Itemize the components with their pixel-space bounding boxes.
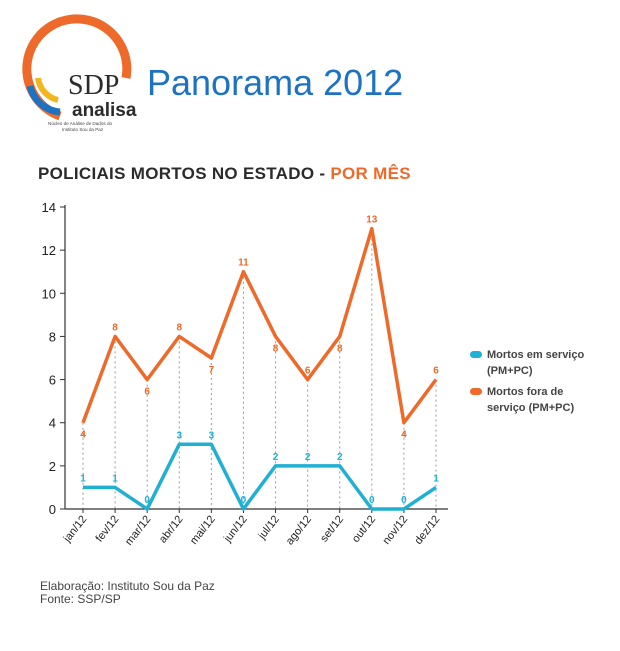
data-label: 13 (366, 215, 378, 226)
x-tick-label: jun/12 (221, 513, 250, 545)
legend-label-off-duty-1: Mortos fora de (487, 386, 564, 398)
sdp-analisa-logo: SDP analisa Núcleo de Análise de Dados d… (22, 14, 137, 132)
footer: Elaboração: Instituto Sou da Paz Fonte: … (40, 580, 215, 606)
data-label: 0 (369, 495, 375, 506)
legend-swatch-on-duty (470, 351, 482, 358)
x-tick-label: jul/12 (256, 513, 282, 542)
logo-sub-text: analisa (72, 100, 137, 121)
series-line (81, 226, 438, 425)
x-tick-label: mar/12 (123, 513, 154, 547)
y-tick-label: 6 (49, 373, 56, 388)
legend-label-on-duty-1: Mortos em serviço (487, 349, 585, 361)
data-label: 8 (337, 343, 343, 354)
logo-caption-1: Núcleo de Análise de Dados do (48, 121, 113, 126)
data-label: 8 (112, 322, 118, 333)
y-tick-label: 12 (42, 243, 56, 258)
logo-arc-blue (26, 84, 61, 116)
data-label: 6 (305, 366, 311, 377)
logo-caption-2: Instituto Sou da Paz (62, 127, 104, 132)
data-label: 1 (433, 473, 439, 484)
y-tick-label: 10 (42, 286, 56, 301)
x-tick-label: nov/12 (380, 513, 410, 546)
y-tick-label: 4 (49, 416, 56, 431)
data-label: 4 (80, 430, 86, 441)
data-label: 2 (305, 452, 311, 463)
chart-title-main: POLICIAIS MORTOS NO ESTADO - (38, 164, 331, 183)
chart-title: POLICIAIS MORTOS NO ESTADO - POR MÊS (38, 164, 411, 184)
data-label: 7 (209, 365, 215, 376)
logo-arc-yellow (35, 77, 59, 103)
page-title: Panorama 2012 (147, 62, 404, 103)
data-label: 1 (112, 473, 118, 484)
x-tick-label: ago/12 (284, 513, 314, 547)
legend-on-duty: Mortos em serviço (PM+PC) (470, 347, 610, 379)
legend-swatch-off-duty (470, 388, 482, 395)
data-label: 0 (144, 495, 150, 506)
x-tick-label: abr/12 (157, 513, 186, 545)
footer-source: Fonte: SSP/SP (40, 592, 121, 606)
data-label: 0 (401, 495, 407, 506)
data-label: 2 (337, 452, 343, 463)
legend-off-duty: Mortos fora de serviço (PM+PC) (470, 384, 610, 416)
x-tick-label: fev/12 (94, 513, 122, 544)
data-label: 4 (401, 430, 407, 441)
y-tick-label: 14 (42, 200, 56, 215)
data-label: 11 (238, 258, 249, 269)
data-label: 8 (176, 322, 182, 333)
legend-label-off-duty-2: serviço (PM+PC) (487, 402, 575, 414)
x-tick-label: jan/12 (61, 513, 90, 545)
data-label: 3 (176, 430, 182, 441)
legend-label-on-duty-2: (PM+PC) (487, 365, 533, 377)
footer-credit: Elaboração: Instituto Sou da Paz (40, 579, 215, 593)
series-line (83, 442, 437, 511)
data-label: 3 (209, 430, 215, 441)
chart-title-accent: POR MÊS (330, 164, 411, 183)
data-label: 2 (273, 452, 279, 463)
y-tick-label: 2 (49, 459, 56, 474)
x-tick-label: dez/12 (413, 513, 443, 546)
data-label: 0 (241, 495, 247, 506)
y-tick-label: 8 (49, 329, 56, 344)
x-tick-label: out/12 (350, 513, 378, 544)
data-label: 8 (273, 343, 279, 354)
data-label: 1 (80, 473, 86, 484)
x-tick-label: set/12 (318, 513, 346, 544)
y-tick-label: 0 (49, 502, 56, 517)
logo-main-text: SDP (68, 70, 119, 101)
x-tick-label: mai/12 (188, 513, 218, 546)
data-label: 6 (144, 387, 150, 398)
data-label: 6 (433, 366, 439, 377)
